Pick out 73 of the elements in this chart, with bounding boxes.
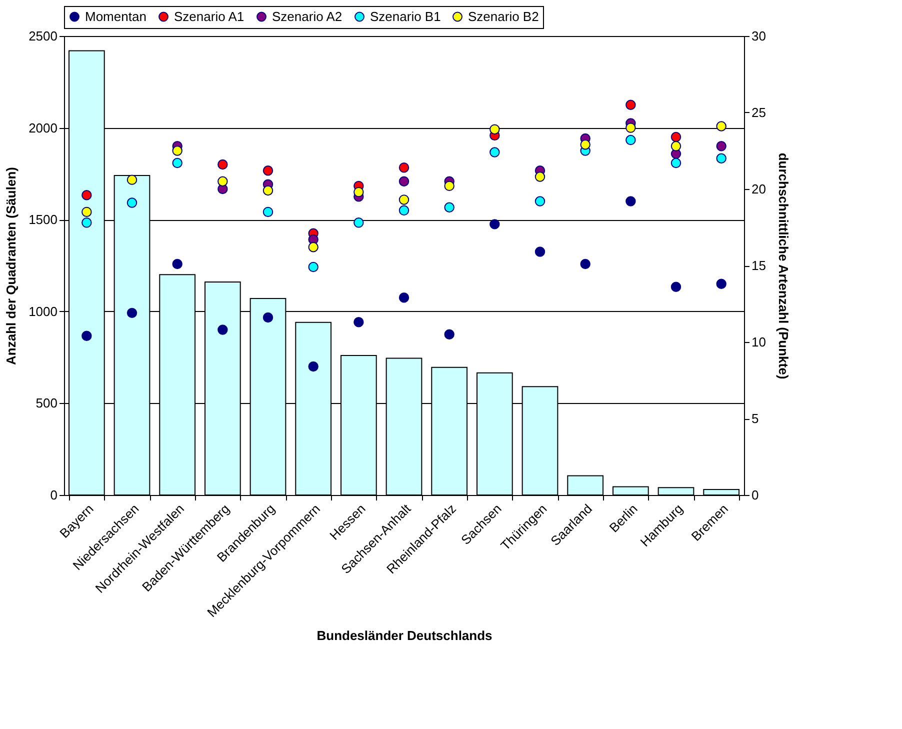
point <box>262 166 274 176</box>
point <box>308 361 318 372</box>
point <box>354 218 364 228</box>
point <box>82 190 92 200</box>
point <box>126 308 138 318</box>
point <box>262 185 274 196</box>
point <box>126 174 138 185</box>
y2-tick-label: 20 <box>752 182 766 196</box>
point <box>716 278 726 289</box>
point <box>626 134 636 146</box>
point <box>262 206 274 218</box>
y-tick-label: 1500 <box>28 212 58 228</box>
point <box>172 158 182 168</box>
point <box>670 282 682 292</box>
point <box>262 312 274 323</box>
point <box>444 180 454 192</box>
x-axis-title: Bundesländer Deutschlands <box>316 628 492 644</box>
point <box>398 194 410 205</box>
y2-tick-label: 10 <box>752 334 766 350</box>
point <box>82 218 92 228</box>
point <box>490 219 500 230</box>
point <box>308 242 318 252</box>
point <box>172 258 182 270</box>
legend-label: Szenario A1 <box>174 8 244 24</box>
y2-axis-title: durchschnittliche Artenzahl (Punkte) <box>776 152 791 380</box>
point <box>444 329 454 340</box>
point <box>82 330 92 341</box>
point <box>534 172 546 182</box>
point <box>716 121 726 132</box>
point <box>670 132 682 142</box>
y2-tick-label: 0 <box>752 488 759 502</box>
y-tick-label: 1000 <box>28 304 58 319</box>
point <box>82 206 92 218</box>
point <box>398 292 410 303</box>
point <box>534 196 546 206</box>
point <box>716 153 726 164</box>
point <box>172 146 182 156</box>
legend-label: Momentan <box>85 8 146 24</box>
y-tick-label: 2000 <box>28 120 58 136</box>
y-tick-label: 2500 <box>28 28 58 44</box>
point <box>218 324 228 335</box>
y-tick-label: 0 <box>50 488 58 502</box>
point <box>218 176 228 186</box>
point <box>670 158 682 168</box>
point <box>398 176 410 186</box>
point <box>490 147 500 158</box>
legend-label: Szenario A2 <box>272 8 342 24</box>
point <box>126 198 138 208</box>
point <box>354 317 364 328</box>
point <box>444 202 454 212</box>
point <box>308 262 318 272</box>
point <box>626 122 636 133</box>
bar <box>658 487 694 496</box>
y-tick-label: 500 <box>36 396 58 411</box>
point <box>670 141 682 152</box>
point <box>398 205 410 216</box>
y2-tick-label: 15 <box>752 258 766 273</box>
point <box>626 100 636 110</box>
y-axis-title: Anzahl der Quadranten (Säulen) <box>4 167 19 365</box>
y2-tick-label: 30 <box>752 28 766 44</box>
legend-label: Szenario B2 <box>468 8 539 24</box>
point <box>354 186 364 198</box>
point <box>580 140 590 150</box>
y2-tick-label: 5 <box>752 411 759 426</box>
point <box>580 258 590 270</box>
point <box>218 159 228 170</box>
point <box>626 196 636 206</box>
legend-label: Szenario B1 <box>370 8 441 24</box>
point <box>716 141 726 152</box>
point <box>490 124 500 134</box>
point <box>534 246 546 257</box>
point <box>398 162 410 173</box>
y2-tick-label: 25 <box>752 105 766 120</box>
